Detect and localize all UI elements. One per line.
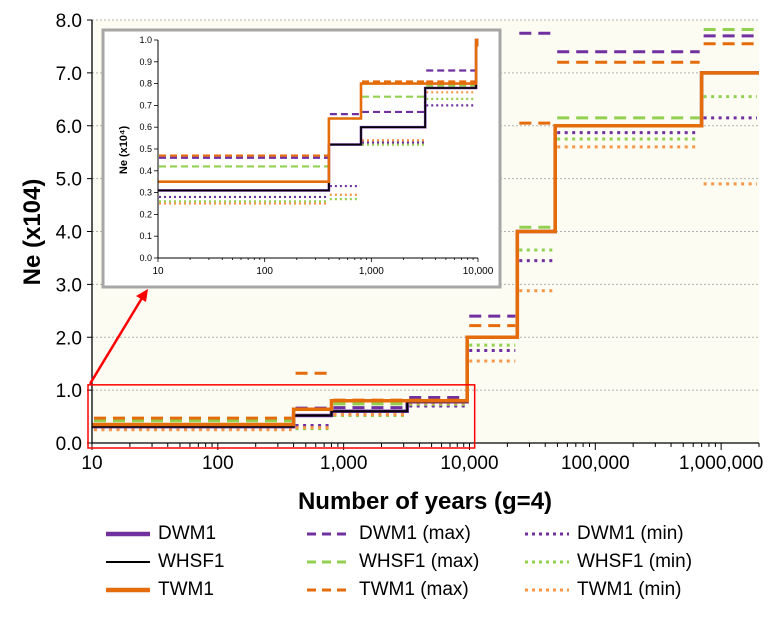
legend-label: DWM1 — [158, 523, 217, 544]
legend-label: DWM1 (max) — [359, 523, 471, 544]
legend: DWM1 DWM1 (max) DWM1 (min) WHSF1 WHSF1 (max)… — [0, 523, 774, 618]
x-axis-label: Number of years (g=4) — [298, 488, 552, 515]
zoom-highlight-box — [87, 384, 476, 449]
legend-item: WHSF1 (max) — [305, 547, 479, 577]
legend-swatch — [106, 561, 150, 563]
legend-swatch — [307, 588, 351, 592]
legend-label: WHSF1 — [158, 551, 225, 572]
inset-y-tick-label: 1.0 — [139, 35, 152, 45]
legend-item: WHSF1 — [104, 547, 225, 577]
inset-y-axis-label: Ne (x10⁴) — [118, 126, 130, 175]
inset-y-tick-label: 0.7 — [139, 100, 152, 110]
inset-y-tick-label: 0.6 — [139, 122, 152, 132]
legend-label: TWM1 (max) — [359, 579, 469, 600]
zoom-arrow-head — [136, 289, 148, 302]
legend-item: DWM1 — [104, 519, 216, 549]
inset-y-tick-label: 0.8 — [139, 79, 152, 89]
x-tick-label: 100 — [202, 453, 234, 474]
y-tick-label: 0.0 — [56, 434, 82, 455]
legend-label: TWM1 — [158, 579, 214, 600]
zoom-arrow — [88, 297, 144, 385]
legend-swatch — [307, 532, 351, 536]
y-tick-label: 3.0 — [56, 275, 82, 296]
y-tick-label: 7.0 — [56, 64, 82, 85]
inset-y-tick-label: 0.9 — [139, 57, 152, 67]
inset-y-tick-label: 0.2 — [139, 209, 152, 219]
y-axis-label: Ne (x104) — [19, 179, 46, 286]
inset-x-tick-label: 10 — [152, 266, 164, 277]
legend-label: DWM1 (min) — [577, 523, 684, 544]
legend-item: TWM1 (min) — [523, 575, 681, 605]
y-tick-label: 8.0 — [56, 11, 82, 32]
series-twm1 — [92, 71, 759, 427]
legend-swatch — [525, 588, 569, 592]
legend-item: DWM1 (max) — [305, 519, 471, 549]
inset-y-tick-label: 0.0 — [139, 253, 152, 263]
legend-item: TWM1 (max) — [305, 575, 469, 605]
y-tick-label: 6.0 — [56, 117, 82, 138]
legend-item: TWM1 — [104, 575, 214, 605]
legend-label: TWM1 (min) — [577, 579, 682, 600]
inset-x-tick-label: 10,000 — [463, 266, 494, 277]
legend-swatch — [525, 532, 569, 536]
legend-swatch — [307, 560, 351, 564]
y-tick-label: 1.0 — [56, 381, 82, 402]
x-tick-label: 100,000 — [561, 453, 630, 474]
inset-y-tick-label: 0.4 — [139, 166, 152, 176]
inset-y-tick-label: 0.5 — [139, 144, 152, 154]
y-tick-label: 4.0 — [56, 223, 82, 244]
legend-item: DWM1 (min) — [523, 519, 684, 549]
legend-swatch — [525, 560, 569, 564]
inset-x-tick-label: 1,000 — [359, 266, 384, 277]
legend-label: WHSF1 (max) — [359, 551, 480, 572]
inset-y-tick-label: 0.3 — [139, 188, 152, 198]
y-tick-label: 2.0 — [56, 328, 82, 349]
inset-y-tick-label: 0.1 — [139, 231, 152, 241]
x-tick-label: 10 — [81, 453, 102, 474]
inset-series-twm1 — [158, 38, 479, 183]
x-tick-label: 10,000 — [440, 453, 498, 474]
chart: 0.0 1.0 2.0 3.0 4.0 5.0 6.0 7.0 8.0 10 100 1,000 10… — [19, 11, 764, 515]
y-tick-label: 5.0 — [56, 170, 82, 191]
legend-swatch — [106, 587, 150, 593]
legend-label: WHSF1 (min) — [577, 551, 693, 572]
legend-item: WHSF1 (min) — [523, 547, 692, 577]
x-tick-label: 1,000 — [320, 453, 368, 474]
inset-frame — [101, 28, 502, 289]
legend-swatch — [106, 531, 150, 537]
inset-x-tick-label: 100 — [256, 266, 273, 277]
x-tick-label: 1,000,000 — [679, 453, 764, 474]
